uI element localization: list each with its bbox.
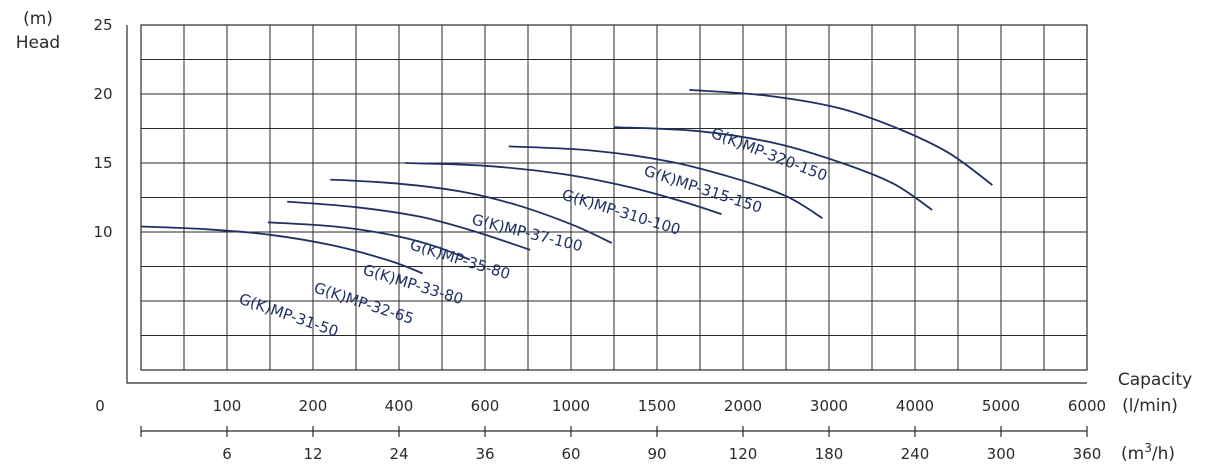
x-tick-label-lmin: 3000 [810, 397, 848, 415]
y-axis-ticks: 10 15 20 25 [93, 16, 112, 241]
x-tick-label-m3h: 24 [389, 445, 408, 463]
grid [141, 25, 1087, 370]
x-tick-label-m3h: 90 [647, 445, 666, 463]
x-tick-label-m3h: 360 [1073, 445, 1102, 463]
pump-curve [613, 126, 933, 211]
pump-curve [330, 178, 613, 244]
y-tick-label: 10 [93, 223, 112, 241]
x-axis-origin-label: 0 [95, 397, 105, 415]
x-tick-label-m3h: 300 [987, 445, 1016, 463]
y-tick-label: 25 [93, 16, 112, 34]
x-tick-label-m3h: 60 [561, 445, 580, 463]
x-tick-label-lmin: 600 [471, 397, 500, 415]
y-axis-unit: (m) [23, 9, 53, 29]
x-tick-label-m3h: 120 [729, 445, 758, 463]
y-axis-line [126, 25, 1087, 384]
pump-curve [689, 89, 993, 186]
y-tick-label: 20 [93, 85, 112, 103]
x-tick-label-lmin: 6000 [1068, 397, 1106, 415]
pump-curve [405, 162, 722, 215]
x-axis-m3h-ticks: 6 12 24 36 60 90 120 180 240 300 360 [140, 426, 1102, 463]
x-axis-lmin-unit: (l/min) [1122, 396, 1178, 416]
x-tick-label-lmin: 5000 [982, 397, 1020, 415]
y-tick-label: 15 [93, 154, 112, 172]
x-tick-label-lmin: 4000 [896, 397, 934, 415]
curve-label: G(K)MP-310-100 [560, 186, 683, 239]
x-axis-title: Capacity [1118, 370, 1192, 390]
curve-label: G(K)MP-35-80 [408, 236, 513, 284]
x-tick-label-m3h: 36 [475, 445, 494, 463]
x-tick-label-lmin: 1000 [552, 397, 590, 415]
x-axis-m3h-unit: (m3/h) [1121, 441, 1175, 464]
x-tick-label-m3h: 6 [222, 445, 232, 463]
pump-curve [508, 145, 823, 219]
x-tick-label-lmin: 100 [213, 397, 242, 415]
plot-frame [140, 24, 1088, 371]
x-tick-label-m3h: 240 [901, 445, 930, 463]
pump-curve [140, 225, 423, 275]
x-tick-label-m3h: 12 [303, 445, 322, 463]
x-tick-label-lmin: 1500 [638, 397, 676, 415]
x-tick-label-lmin: 2000 [724, 397, 762, 415]
x-tick-label-lmin: 400 [385, 397, 414, 415]
curves [140, 89, 993, 275]
x-tick-label-lmin: 200 [299, 397, 328, 415]
x-tick-label-m3h: 180 [815, 445, 844, 463]
pump-curve [267, 221, 471, 261]
x-axis-lmin-ticks: 100 200 400 600 1000 1500 2000 3000 4000 5000 6000 [213, 397, 1106, 415]
y-axis-title: Head [16, 33, 60, 53]
pump-curve [287, 200, 531, 251]
